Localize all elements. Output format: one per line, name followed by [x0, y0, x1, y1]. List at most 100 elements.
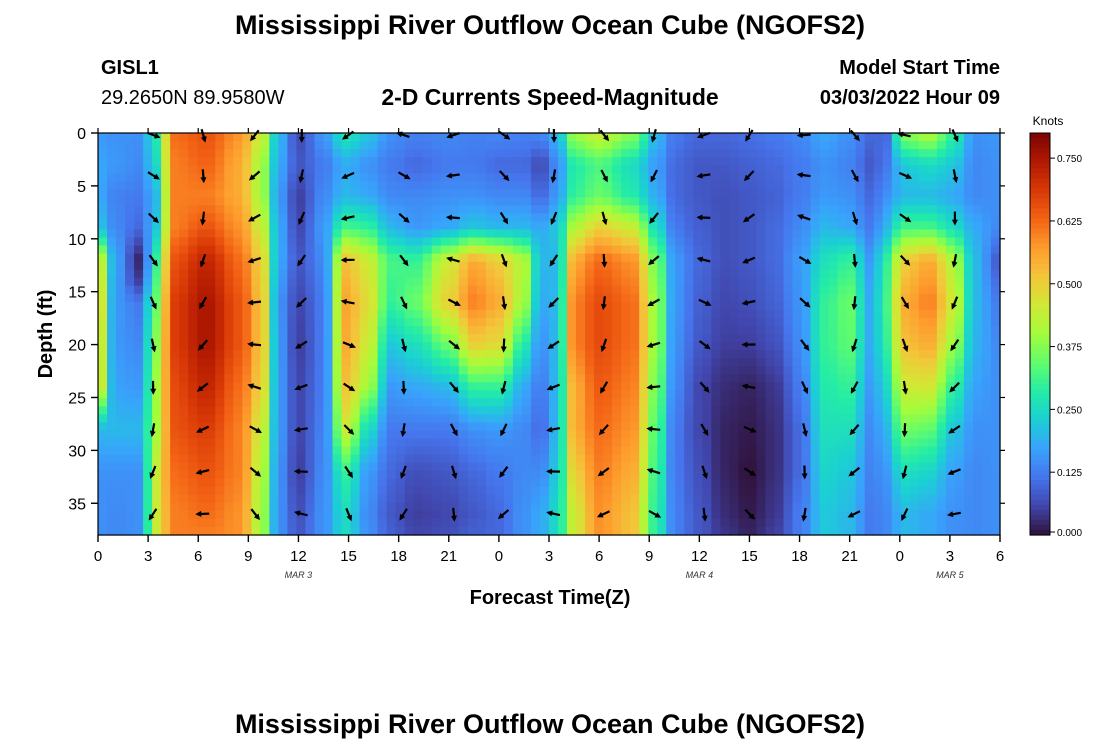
- heatmap-cell: [837, 510, 848, 520]
- heatmap-cell: [666, 277, 676, 287]
- heatmap-cell: [341, 261, 352, 271]
- heatmap-cell: [981, 293, 992, 303]
- heatmap-cell: [395, 173, 406, 182]
- heatmap-cell: [567, 173, 577, 182]
- heatmap-cell: [404, 141, 415, 150]
- heatmap-cell: [567, 518, 577, 528]
- heatmap-cell: [413, 261, 424, 271]
- heatmap-cell: [972, 422, 983, 432]
- heatmap-cell: [711, 462, 721, 472]
- heatmap-cell: [134, 173, 144, 182]
- heatmap-cell: [467, 309, 478, 319]
- heatmap-cell: [98, 518, 108, 528]
- heatmap-cell: [116, 245, 126, 255]
- heatmap-cell: [449, 309, 460, 319]
- heatmap-cell: [693, 486, 703, 496]
- heatmap-cell: [386, 398, 397, 407]
- heatmap-cell: [747, 149, 758, 158]
- heatmap-cell: [539, 141, 550, 150]
- heatmap-cell: [990, 366, 1001, 375]
- heatmap-cell: [972, 181, 983, 190]
- heatmap-cell: [981, 502, 992, 512]
- heatmap-cell: [287, 502, 298, 512]
- heatmap-cell: [684, 245, 694, 255]
- heatmap-cell: [873, 301, 884, 311]
- heatmap-cell: [116, 470, 126, 480]
- heatmap-cell: [747, 422, 758, 432]
- heatmap-cell: [251, 165, 261, 174]
- heatmap-cell: [503, 253, 514, 263]
- heatmap-cell: [864, 374, 875, 383]
- heatmap-cell: [729, 510, 740, 520]
- heatmap-cell: [116, 462, 126, 472]
- heatmap-cell: [711, 205, 721, 214]
- heatmap-cell: [539, 285, 550, 295]
- heatmap-cell: [810, 149, 821, 158]
- heatmap-cell: [576, 350, 586, 359]
- heatmap-cell: [621, 518, 631, 528]
- heatmap-cell: [179, 277, 189, 287]
- heatmap-cell: [612, 510, 622, 520]
- heatmap-cell: [530, 438, 541, 448]
- heatmap-cell: [549, 229, 559, 239]
- heatmap-cell: [512, 293, 523, 303]
- heatmap-cell: [521, 350, 532, 359]
- heatmap-cell: [161, 269, 171, 279]
- heatmap-cell: [314, 526, 325, 536]
- heatmap-cell: [98, 334, 108, 343]
- heatmap-cell: [395, 205, 406, 214]
- heatmap-cell: [666, 406, 676, 415]
- heatmap-cell: [846, 237, 857, 247]
- heatmap-cell: [819, 494, 830, 504]
- heatmap-cell: [657, 309, 667, 319]
- heatmap-cell: [846, 462, 857, 472]
- heatmap-cell: [738, 189, 749, 198]
- heatmap-cell: [314, 486, 325, 496]
- heatmap-cell: [512, 446, 523, 456]
- heatmap-cell: [729, 406, 740, 415]
- heatmap-cell: [494, 406, 505, 415]
- heatmap-cell: [684, 478, 694, 488]
- heatmap-cell: [783, 446, 794, 456]
- heatmap-cell: [287, 165, 298, 174]
- heatmap-cell: [332, 245, 343, 255]
- heatmap-cell: [936, 358, 947, 367]
- heatmap-cell: [603, 470, 613, 480]
- heatmap-cell: [828, 366, 839, 375]
- heatmap-cell: [512, 229, 523, 239]
- heatmap-cell: [666, 510, 676, 520]
- heatmap-cell: [332, 510, 343, 520]
- heatmap-cell: [458, 309, 469, 319]
- heatmap-cell: [359, 213, 370, 223]
- heatmap-cell: [756, 285, 767, 295]
- heatmap-cell: [260, 285, 270, 295]
- heatmap-cell: [278, 502, 289, 512]
- heatmap-cell: [323, 205, 334, 214]
- heatmap-cell: [242, 478, 252, 488]
- heatmap-cell: [242, 221, 252, 231]
- heatmap-cell: [98, 510, 108, 520]
- heatmap-cell: [116, 526, 126, 536]
- heatmap-cell: [936, 438, 947, 448]
- heatmap-cell: [792, 261, 803, 271]
- heatmap-cell: [134, 261, 144, 271]
- heatmap-cell: [116, 494, 126, 504]
- heatmap-cell: [305, 173, 316, 182]
- heatmap-cell: [819, 133, 830, 142]
- heatmap-cell: [972, 478, 983, 488]
- heatmap-cell: [359, 301, 370, 311]
- heatmap-cell: [269, 486, 279, 496]
- heatmap-cell: [116, 269, 126, 279]
- heatmap-cell: [188, 502, 198, 512]
- heatmap-cell: [684, 350, 694, 359]
- heatmap-cell: [738, 406, 749, 415]
- heatmap-cell: [467, 181, 478, 190]
- heatmap-cell: [188, 374, 198, 383]
- heatmap-cell: [666, 269, 676, 279]
- heatmap-cell: [729, 237, 740, 247]
- heatmap-cell: [855, 213, 866, 223]
- heatmap-cell: [792, 253, 803, 263]
- heatmap-cell: [377, 438, 388, 448]
- heatmap-cell: [684, 422, 694, 432]
- heatmap-cell: [918, 165, 929, 174]
